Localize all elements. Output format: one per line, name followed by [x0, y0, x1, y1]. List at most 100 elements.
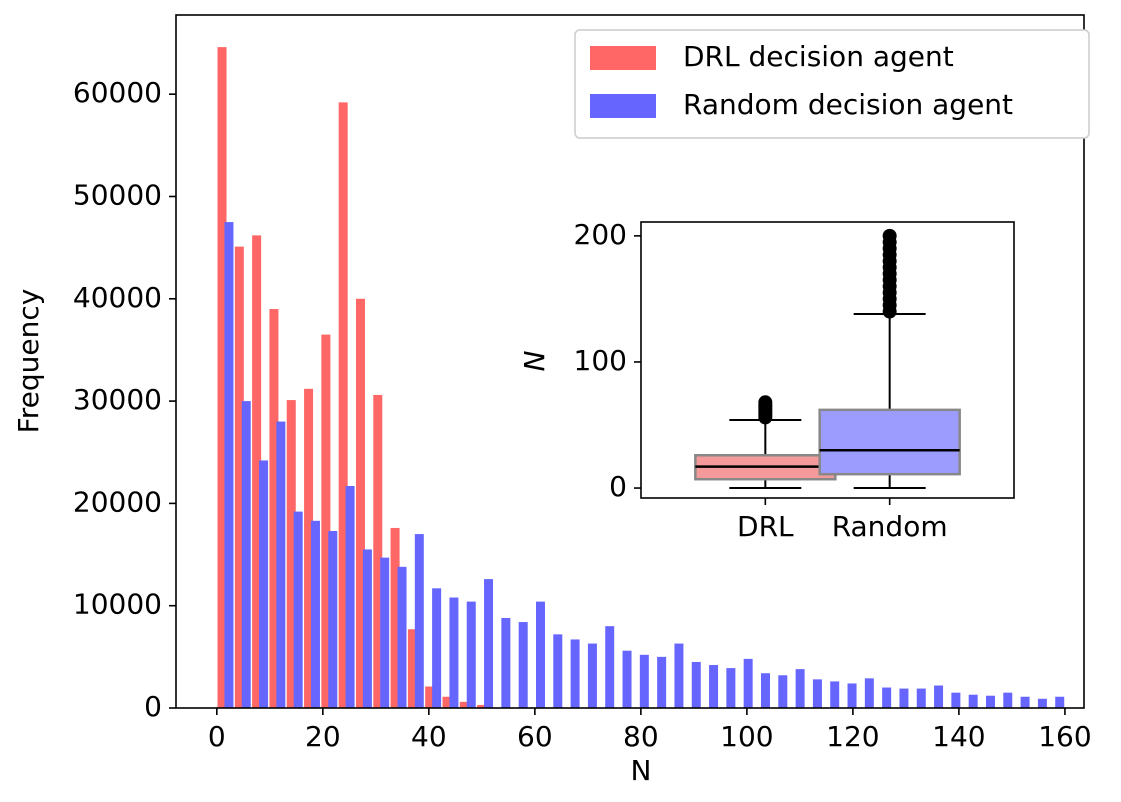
- y-tick-label: 0: [144, 690, 162, 723]
- plot-frame: [175, 14, 1085, 709]
- bar: [241, 401, 251, 708]
- bar: [217, 47, 227, 709]
- bar: [328, 531, 338, 708]
- bar: [951, 692, 961, 708]
- bar: [414, 534, 424, 708]
- bar: [830, 681, 840, 708]
- legend-box: [574, 29, 1090, 139]
- bar: [310, 520, 320, 708]
- bar: [459, 701, 469, 708]
- bar: [899, 688, 909, 708]
- y-tick-label: 40000: [73, 281, 162, 314]
- bar: [338, 102, 348, 708]
- y-tick-label: 10000: [73, 588, 162, 621]
- box: [818, 408, 961, 476]
- x-tick-label: 160: [1038, 720, 1091, 753]
- bar: [795, 669, 805, 708]
- bar: [657, 656, 667, 708]
- bar: [985, 695, 995, 708]
- bar: [691, 661, 701, 708]
- bar: [286, 400, 296, 708]
- bar: [726, 668, 736, 708]
- bar: [234, 246, 244, 708]
- bar: [605, 626, 615, 708]
- inset-frame: [640, 221, 1015, 499]
- bar: [269, 309, 279, 708]
- bar: [259, 460, 269, 708]
- bar: [864, 678, 874, 708]
- bar: [622, 650, 632, 708]
- bar: [1037, 698, 1047, 708]
- bar: [293, 511, 303, 708]
- bar: [535, 601, 545, 708]
- flier: [882, 228, 897, 243]
- x-tick-label: 140: [932, 720, 985, 753]
- bar: [304, 388, 314, 708]
- bar: [674, 643, 684, 708]
- bar: [760, 673, 770, 708]
- bar: [570, 639, 580, 708]
- x-tick-label: 80: [623, 720, 659, 753]
- bar: [709, 665, 719, 708]
- bar: [639, 654, 649, 708]
- x-tick-label: 20: [305, 720, 341, 753]
- bar: [442, 696, 452, 708]
- x-tick-label: 40: [411, 720, 447, 753]
- bar: [916, 688, 926, 708]
- bar: [224, 222, 234, 709]
- bar: [432, 588, 442, 708]
- bar: [276, 421, 286, 708]
- bar: [477, 704, 487, 708]
- bar: [484, 579, 494, 708]
- bar: [847, 683, 857, 708]
- bar: [373, 394, 383, 708]
- bar: [449, 597, 459, 708]
- bar: [1020, 696, 1030, 708]
- y-tick-label: 20000: [73, 485, 162, 518]
- bar: [553, 634, 563, 708]
- bar: [587, 643, 597, 708]
- bar: [501, 617, 511, 708]
- x-axis-label: N: [631, 754, 652, 787]
- bar: [355, 298, 365, 708]
- legend-label: DRL decision agent: [683, 40, 954, 73]
- bar: [345, 486, 355, 708]
- x-tick-label: 60: [517, 720, 553, 753]
- bar: [407, 629, 417, 708]
- bar: [425, 686, 435, 708]
- x-tick-label: 0: [208, 720, 226, 753]
- x-tick-label: Random: [832, 510, 948, 543]
- legend-label: Random decision agent: [683, 88, 1013, 121]
- y-tick-label: 50000: [73, 178, 162, 211]
- y-tick-label: 0: [609, 470, 627, 503]
- bar: [518, 622, 528, 708]
- bar: [321, 334, 331, 708]
- bar: [882, 687, 892, 708]
- bar: [743, 658, 753, 708]
- y-tick-label: 100: [574, 344, 627, 377]
- bar: [466, 601, 476, 708]
- bar: [968, 694, 978, 708]
- bar: [397, 566, 407, 708]
- bar: [252, 235, 262, 709]
- y-axis-label: Frequency: [12, 289, 45, 434]
- bar: [362, 549, 372, 708]
- x-tick-label: 120: [826, 720, 879, 753]
- legend-swatch: [590, 94, 656, 118]
- bar: [390, 527, 400, 708]
- bar: [1055, 696, 1065, 708]
- legend-swatch: [590, 46, 656, 70]
- bar: [380, 557, 390, 708]
- y-tick-label: 200: [574, 218, 627, 251]
- y-tick-label: 30000: [73, 383, 162, 416]
- bar: [1003, 692, 1013, 708]
- flier: [758, 395, 773, 410]
- x-tick-label: 100: [720, 720, 773, 753]
- bar: [934, 685, 944, 708]
- x-tick-label: DRL: [737, 510, 794, 543]
- y-axis-label: N: [518, 350, 551, 371]
- y-tick-label: 60000: [73, 76, 162, 109]
- bar: [812, 679, 822, 708]
- bar: [778, 675, 788, 708]
